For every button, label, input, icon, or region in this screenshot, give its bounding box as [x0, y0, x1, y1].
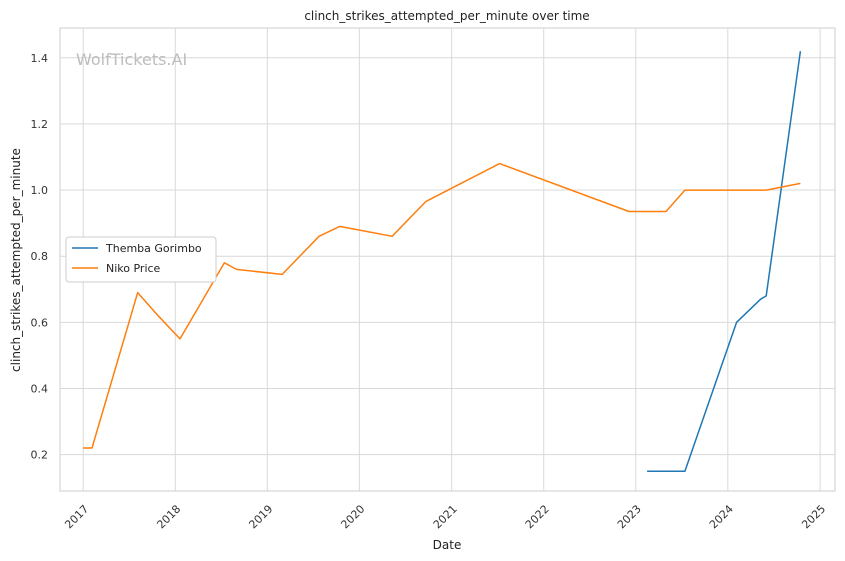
x-axis-title: Date [433, 538, 462, 552]
y-tick-label: 0.8 [31, 250, 49, 263]
legend-box [65, 236, 217, 283]
x-tick-label: 2018 [154, 502, 183, 531]
legend-label-niko-price: Niko Price [106, 262, 161, 275]
series-line-niko-price [82, 162, 801, 449]
y-tick-label: 0.6 [31, 316, 49, 329]
y-tick-label: 0.4 [31, 382, 49, 395]
legend: Themba Gorimbo Niko Price [65, 236, 217, 283]
x-tick-label: 2025 [799, 502, 828, 531]
y-tick-label: 0.2 [31, 449, 49, 462]
series-lines [82, 51, 802, 472]
x-tick-labels: 2017 2018 2019 2020 2021 2022 2023 2024 2025 [62, 502, 828, 531]
y-tick-label: 1.4 [31, 52, 49, 65]
x-tick-label: 2017 [62, 502, 91, 531]
x-tick-label: 2019 [246, 502, 275, 531]
x-tick-label: 2024 [707, 502, 736, 531]
watermark: WolfTickets.AI [76, 50, 187, 69]
y-tick-label: 1.2 [31, 118, 49, 131]
y-tick-labels: 0.2 0.4 0.6 0.8 1.0 1.2 1.4 [31, 52, 49, 462]
chart-title: clinch_strikes_attempted_per_minute over… [304, 9, 589, 23]
series-line-themba-gorimbo [647, 51, 802, 472]
y-tick-label: 1.0 [31, 184, 49, 197]
x-tick-label: 2020 [338, 502, 367, 531]
x-tick-label: 2022 [523, 502, 552, 531]
legend-label-themba-gorimbo: Themba Gorimbo [105, 242, 202, 255]
x-tick-label: 2023 [615, 502, 644, 531]
x-tick-label: 2021 [431, 502, 460, 531]
y-axis-title: clinch_strikes_attempted_per_minute [9, 148, 23, 372]
